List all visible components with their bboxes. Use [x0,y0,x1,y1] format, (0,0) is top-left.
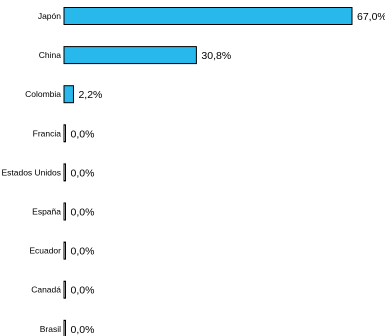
category-label-colombia: Colombia [25,89,61,99]
category-label-espana: España [32,207,61,217]
bar-colombia [63,85,74,104]
bar-francia [63,124,66,143]
category-label-brasil: Brasil [40,324,61,334]
value-label-canada: 0,0% [71,285,95,297]
bar-ecuador [63,241,66,260]
value-label-china: 30,8% [201,50,231,62]
value-label-colombia: 2,2% [78,89,102,101]
value-label-estados-unidos: 0,0% [71,167,95,179]
category-label-canada: Canadá [31,285,61,295]
category-label-estados-unidos: Estados Unidos [1,167,61,177]
bar-japon [63,7,353,25]
bar-estados-unidos [63,163,66,182]
value-label-francia: 0,0% [71,128,95,140]
category-label-francia: Francia [33,128,62,138]
bar-brasil [63,319,66,336]
bar-canada [63,280,66,299]
value-label-ecuador: 0,0% [71,246,95,258]
value-label-brasil: 0,0% [71,324,95,336]
labels-layer: Japón 67,0% China 30,8% Colombia 2,2% Francia 0… [1,11,385,336]
value-label-espana: 0,0% [71,207,95,219]
bars-layer [63,7,353,336]
category-label-china: China [39,50,61,60]
category-label-ecuador: Ecuador [29,246,61,256]
value-label-japon: 67,0% [357,11,385,23]
bar-china [63,46,197,65]
category-label-japon: Japón [38,11,61,21]
bar-espana [63,202,66,221]
